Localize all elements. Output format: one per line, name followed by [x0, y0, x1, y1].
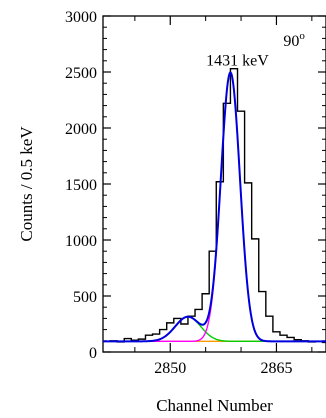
main-peak-curve [103, 71, 326, 343]
x-tick-label: 2850 [154, 360, 186, 377]
y-tick-label: 2000 [65, 121, 97, 138]
y-tick-label: 3000 [65, 9, 97, 26]
fit-curves [103, 71, 326, 343]
y-tick-label: 1500 [65, 177, 97, 194]
y-axis-ticks [103, 15, 326, 353]
y-tick-label: 500 [73, 289, 97, 306]
annotation-label: 1431 keV [206, 52, 269, 69]
x-axis-label: Channel Number [156, 396, 273, 415]
total-fit-line [103, 71, 326, 343]
y-axis-tick-labels: 0 500 1000 1500 2000 2500 3000 [65, 9, 97, 362]
annotations: 1431 keV 90o [206, 30, 305, 69]
y-axis-label: Counts / 0.5 keV [17, 126, 36, 242]
annotation-label: 90o [283, 30, 305, 50]
y-tick-label: 0 [89, 345, 97, 362]
x-axis-ticks [134, 16, 313, 352]
x-axis-tick-labels: 2850 2865 [154, 360, 292, 377]
y-tick-label: 2500 [65, 65, 97, 82]
y-tick-label: 1000 [65, 233, 97, 250]
data-histogram [103, 67, 326, 344]
x-tick-label: 2865 [260, 360, 292, 377]
